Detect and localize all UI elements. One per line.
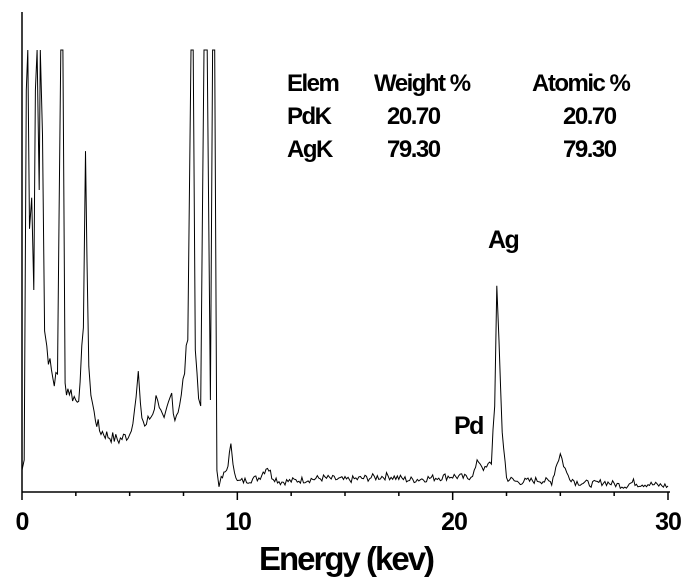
table-row-ag-element: AgK bbox=[287, 136, 334, 163]
peak-label-pd: Pd bbox=[454, 412, 483, 440]
spectrum-line bbox=[21, 49, 669, 490]
plot-area bbox=[21, 12, 670, 500]
table-row-pd-element: PdK bbox=[287, 103, 333, 130]
table-header-elem: Elem bbox=[287, 70, 339, 97]
x-tick-label-20: 20 bbox=[441, 508, 467, 536]
table-row-pd-weight: 20.70 bbox=[387, 103, 441, 130]
composition-table: Elem Weight % Atomic % PdK 20.70 20.70 A… bbox=[287, 70, 632, 163]
x-tick-label-10: 10 bbox=[225, 508, 251, 536]
table-row-ag-atomic: 79.30 bbox=[563, 136, 617, 163]
x-axis-ticks bbox=[21, 492, 669, 500]
x-axis-label: Energy (kev) bbox=[259, 540, 434, 577]
x-tick-label-0: 0 bbox=[16, 508, 29, 536]
table-row-pd-atomic: 20.70 bbox=[563, 103, 617, 130]
x-tick-label-30: 30 bbox=[655, 508, 681, 536]
peak-label-ag: Ag bbox=[488, 226, 519, 254]
table-row-ag-weight: 79.30 bbox=[387, 136, 441, 163]
x-tick-labels: 0 10 20 30 bbox=[16, 508, 682, 536]
table-header-weight: Weight % bbox=[374, 70, 471, 97]
table-header-atomic: Atomic % bbox=[532, 70, 631, 97]
